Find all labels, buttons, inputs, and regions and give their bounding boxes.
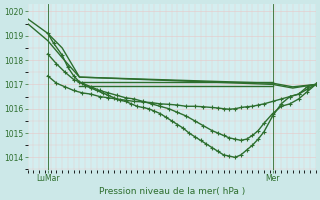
X-axis label: Pression niveau de la mer( hPa ): Pression niveau de la mer( hPa ) <box>99 187 245 196</box>
